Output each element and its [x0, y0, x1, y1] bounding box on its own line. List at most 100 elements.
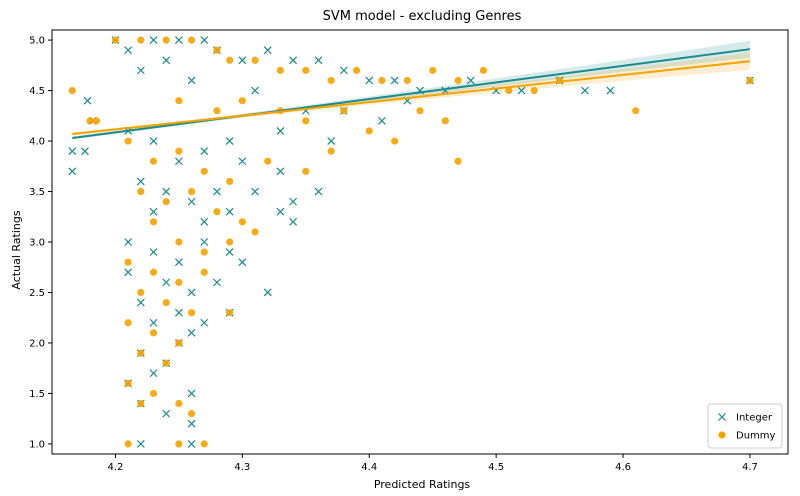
data-point [187, 419, 196, 428]
data-point [251, 228, 259, 236]
x-tick-label: 4.4 [361, 462, 377, 473]
data-point [251, 86, 259, 95]
data-point [162, 278, 171, 287]
y-tick-label: 2.5 [29, 288, 45, 299]
data-point [225, 248, 234, 257]
confidence-band [72, 40, 750, 140]
data-point [149, 389, 158, 398]
data-point [251, 187, 259, 196]
data-point [403, 76, 411, 85]
data-point [365, 127, 373, 135]
data-point [263, 46, 272, 55]
data-point [149, 218, 158, 226]
data-point [136, 177, 145, 186]
y-tick-label: 3.5 [29, 187, 45, 198]
confidence-band [72, 52, 750, 136]
data-point [149, 268, 158, 276]
confidence-bands [72, 40, 750, 140]
data-point [83, 96, 92, 105]
data-point [238, 56, 247, 65]
x-tick-label: 4.5 [488, 462, 504, 473]
data-point [327, 76, 335, 85]
x-tick-label: 4.6 [615, 462, 631, 473]
x-axis-ticks: 4.2 4.3 4.4 4.5 4.6 4.7 [107, 454, 758, 473]
legend-label: Dummy [736, 431, 776, 442]
data-point [314, 56, 323, 65]
data-point [174, 157, 183, 166]
data-point [162, 359, 170, 367]
data-point [124, 258, 132, 266]
data-point [340, 107, 348, 115]
data-point [124, 238, 133, 246]
trend-lines [72, 48, 751, 140]
data-point [124, 46, 133, 55]
data-point [225, 137, 234, 145]
data-point [137, 288, 145, 297]
data-point [289, 197, 298, 206]
legend-box [707, 403, 783, 449]
data-point [327, 137, 336, 145]
legend-label: Integer [736, 413, 773, 424]
data-point [175, 238, 183, 246]
trend-line [72, 60, 751, 135]
data-point [174, 308, 183, 317]
y-tick-label: 5.0 [29, 36, 45, 47]
data-point [352, 66, 361, 74]
data-point [162, 298, 170, 307]
data-point [175, 339, 183, 347]
data-point [632, 107, 640, 115]
data-point [162, 187, 171, 196]
data-point [137, 349, 145, 357]
y-tick-label: 4.5 [29, 86, 45, 97]
data-point [339, 66, 348, 75]
data-point [276, 167, 285, 176]
data-point [149, 318, 158, 327]
data-point [429, 66, 437, 74]
data-point [149, 329, 158, 337]
data-point [391, 137, 399, 145]
data-point [226, 238, 234, 246]
data-point [200, 248, 208, 256]
data-point [187, 76, 196, 85]
data-point [137, 36, 145, 44]
data-point [200, 440, 208, 448]
data-point [746, 76, 754, 85]
data-point [137, 399, 145, 408]
data-point [238, 258, 247, 267]
x-tick-label: 4.2 [107, 462, 123, 473]
data-point [213, 208, 221, 216]
data-point [302, 117, 310, 125]
data-point [111, 36, 120, 44]
data-point [68, 167, 77, 176]
data-point [200, 268, 208, 276]
data-point [137, 187, 145, 196]
data-point [365, 76, 374, 85]
data-point [175, 440, 183, 448]
chart-title: SVM model - excluding Genres [323, 9, 522, 24]
legend-marker [718, 431, 726, 439]
data-point [226, 177, 234, 186]
data-point [200, 167, 208, 175]
data-point [149, 137, 158, 145]
legend-marker [718, 413, 726, 421]
data-point [276, 127, 285, 135]
data-point [200, 217, 209, 226]
data-point [213, 46, 221, 54]
y-tick-label: 1.0 [29, 439, 45, 450]
data-point [68, 147, 77, 156]
data-point [289, 56, 298, 65]
y-tick-label: 2.0 [29, 338, 45, 349]
data-point [124, 440, 132, 448]
data-point [390, 76, 399, 85]
data-point [226, 309, 234, 317]
trend-line [72, 48, 751, 140]
data-point [162, 409, 171, 418]
data-point [187, 288, 196, 297]
data-point [86, 117, 94, 125]
data-point [136, 298, 145, 307]
data-point [276, 66, 285, 74]
data-point [327, 147, 335, 155]
data-point [581, 86, 589, 95]
data-point [213, 107, 221, 115]
